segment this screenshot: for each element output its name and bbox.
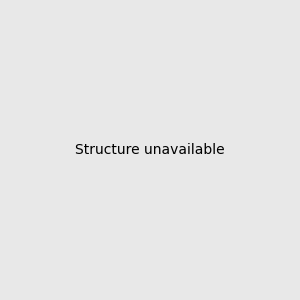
Text: Structure unavailable: Structure unavailable	[75, 143, 225, 157]
